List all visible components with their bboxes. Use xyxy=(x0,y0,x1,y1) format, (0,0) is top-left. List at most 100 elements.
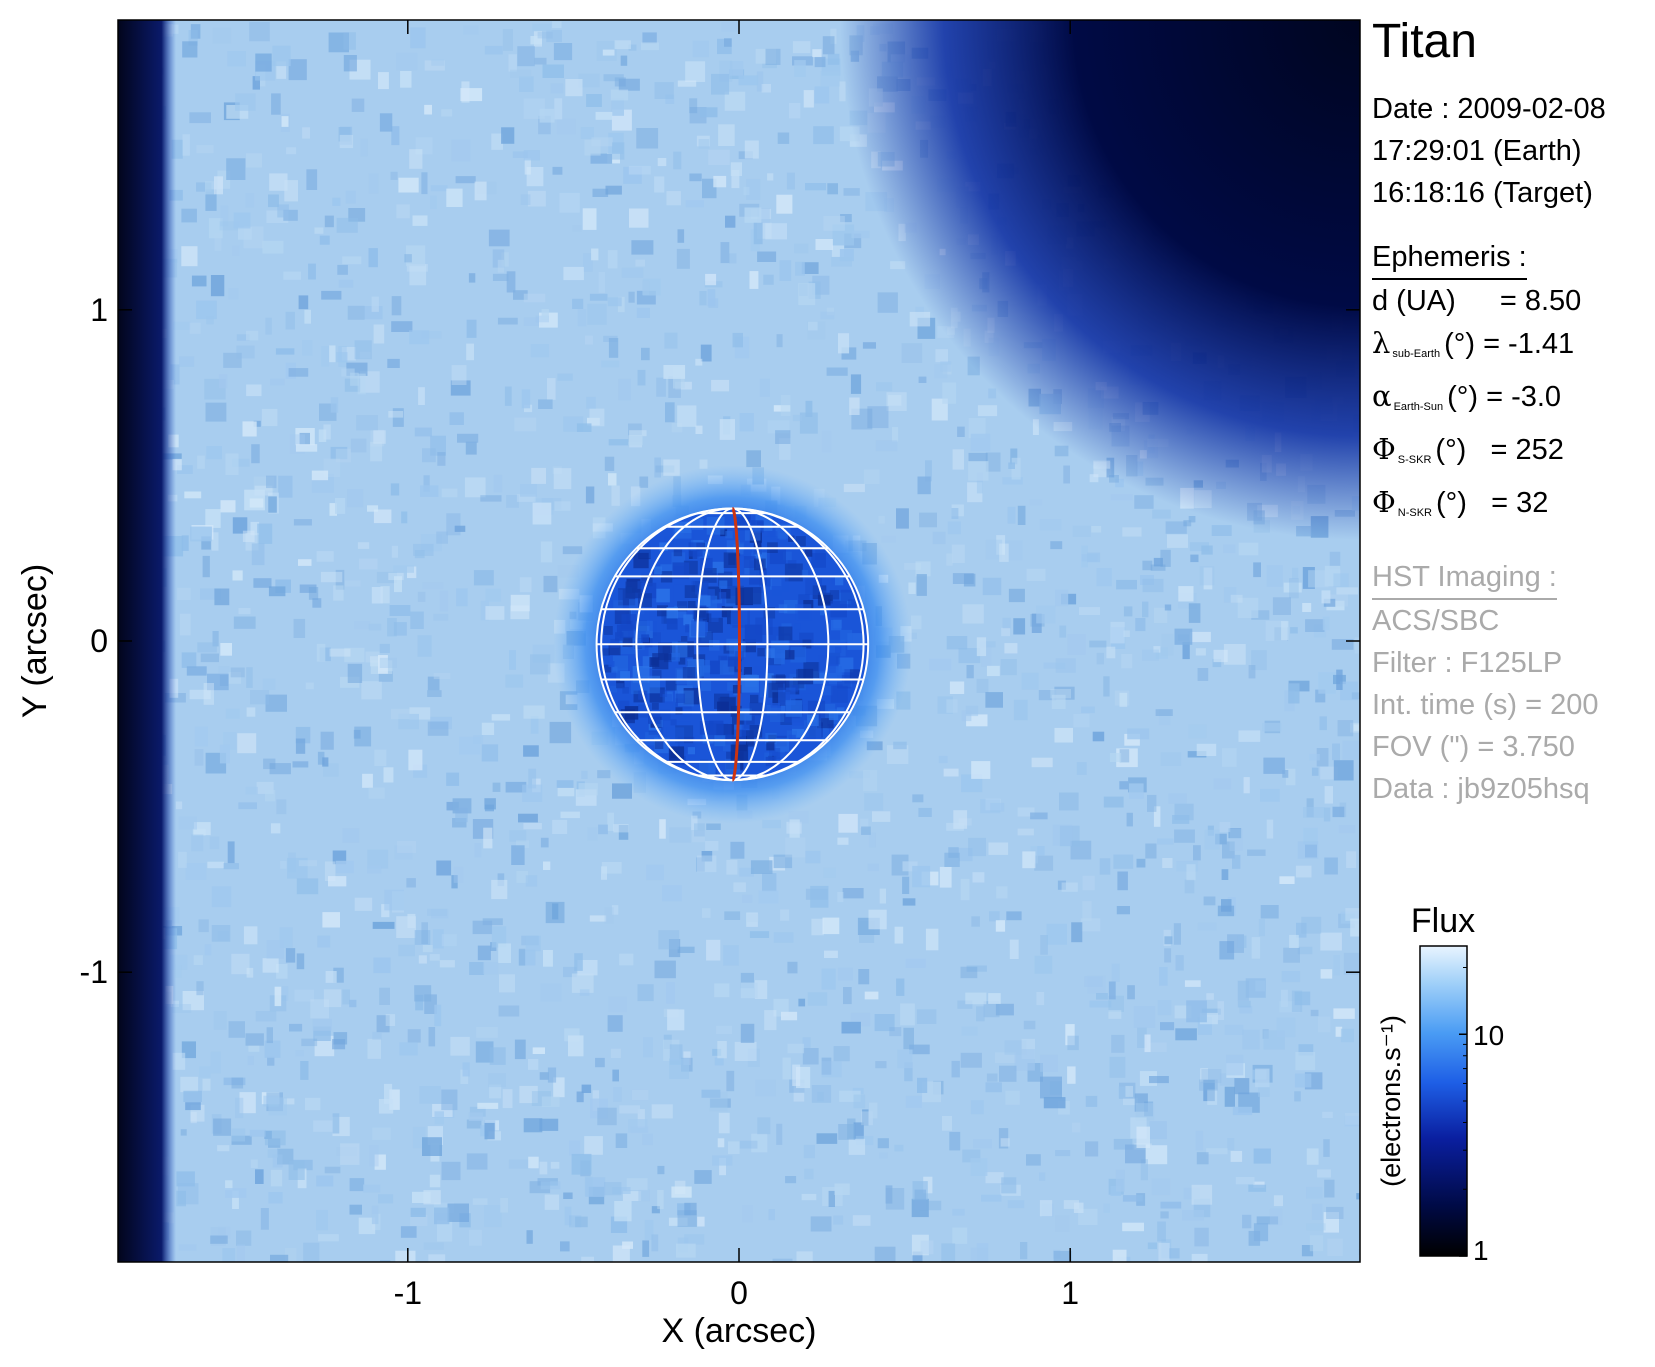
disk-patch xyxy=(770,703,780,713)
colorbar-units-label: (electrons.s⁻¹) xyxy=(1376,1015,1406,1187)
disk-patch xyxy=(603,664,612,673)
info-panel: Titan Date : 2009-02-08 17:29:01 (Earth)… xyxy=(1372,14,1652,810)
disk-patch xyxy=(718,592,727,600)
colorbar-tick-label: 10 xyxy=(1473,1020,1504,1051)
disk-patch xyxy=(831,619,842,631)
disk-patch xyxy=(830,685,848,703)
longitude-line xyxy=(732,507,830,782)
disk-patch xyxy=(727,682,736,691)
longitude-line xyxy=(600,507,733,782)
disk-patch xyxy=(651,702,659,710)
disk-patch xyxy=(670,719,677,726)
imaging-instrument: ACS/SBC xyxy=(1372,605,1500,637)
y-tick-label: -1 xyxy=(80,954,108,990)
disk-patch xyxy=(675,693,685,703)
earth-time: 17:29:01 (Earth) xyxy=(1372,135,1582,167)
lambda-symbol: λ xyxy=(1372,326,1391,360)
disk-patch xyxy=(837,690,854,707)
x-tick-label: 1 xyxy=(1061,1275,1079,1311)
disk-patch xyxy=(612,655,628,671)
target-name: Titan xyxy=(1372,15,1477,68)
disk-patch xyxy=(774,653,785,665)
disk-patch xyxy=(750,694,759,704)
disk-patch xyxy=(788,734,796,742)
disk-patch xyxy=(835,646,842,653)
disk-patch xyxy=(662,646,670,654)
colorbar-scale xyxy=(1419,945,1468,1257)
disk-patch xyxy=(744,624,763,643)
disk-patch xyxy=(637,580,646,589)
disk-patch xyxy=(785,650,795,660)
x-axis: -1 0 1 xyxy=(394,20,1079,1311)
disk-patch xyxy=(686,676,698,688)
disk-patch xyxy=(732,685,742,694)
disk-patch xyxy=(675,721,692,738)
disk-patch xyxy=(723,552,740,568)
disk-patch xyxy=(713,518,725,529)
disk-patch xyxy=(678,657,686,665)
disk-patch xyxy=(749,702,763,716)
disk-patch xyxy=(795,536,806,547)
disk-patch xyxy=(670,751,678,758)
disk-patch xyxy=(622,636,633,647)
disk-patch xyxy=(616,680,625,689)
disk-patch xyxy=(775,738,790,752)
disk-patch xyxy=(768,734,777,743)
disk-patch xyxy=(608,661,615,668)
disk-patch xyxy=(625,586,632,594)
disk-patch xyxy=(766,742,775,751)
ephemeris-lambda: λ sub-Earth (°) = -1.41 xyxy=(1372,322,1652,375)
disk-patch xyxy=(757,648,766,657)
disk-patch xyxy=(779,532,787,540)
disk-patch xyxy=(741,675,759,693)
disk-patch xyxy=(803,662,820,678)
imaging-filter: Filter : F125LP xyxy=(1372,647,1563,679)
disk-patch xyxy=(659,542,668,551)
disk-patch xyxy=(652,670,662,680)
phi-n-subscript: N-SKR xyxy=(1397,507,1433,519)
disk-patch xyxy=(727,656,738,667)
longitude-line xyxy=(696,507,733,782)
disk-patch xyxy=(771,586,782,597)
longitude-line xyxy=(732,507,865,782)
disk-patch xyxy=(725,530,733,539)
disk-patch xyxy=(691,518,704,530)
disk-patch xyxy=(688,542,703,557)
disk-patch xyxy=(618,700,630,712)
disk-patch xyxy=(633,552,649,569)
disk-patch xyxy=(764,752,773,761)
disk-patch xyxy=(649,632,661,644)
disk-patch xyxy=(743,667,752,676)
disk-patch xyxy=(738,654,746,662)
disk-patch xyxy=(611,666,618,673)
ephemeris-phi-n: Φ N-SKR (°) = 32 xyxy=(1372,481,1652,534)
disk-patch xyxy=(744,587,762,605)
disk-patch xyxy=(610,685,617,693)
disk-patch xyxy=(700,557,713,571)
y-axis-label: Y (arcsec) xyxy=(16,564,54,718)
disk-patch xyxy=(811,553,826,568)
disk-patch xyxy=(759,574,771,587)
disk-patch xyxy=(829,590,840,600)
disk-patch xyxy=(717,701,729,714)
disk-patch xyxy=(682,667,696,680)
disk-patch xyxy=(625,581,643,599)
disk-patch xyxy=(652,653,669,670)
disk-patch xyxy=(785,700,803,717)
disk-patch xyxy=(610,683,624,697)
disk-patch xyxy=(826,666,842,682)
lambda-value: (°) = -1.41 xyxy=(1444,328,1575,360)
disk-patch xyxy=(666,618,678,630)
disk-patch xyxy=(691,620,707,637)
y-axis: -1 0 1 xyxy=(80,292,1360,990)
disk-patch xyxy=(835,577,844,586)
ephemeris-distance: d (UA) = 8.50 xyxy=(1372,280,1652,322)
disk-patch xyxy=(671,652,680,662)
disk-patch xyxy=(708,612,719,622)
disk-patch xyxy=(783,551,792,561)
colorbar: Flux 1 10 (electrons.s⁻¹) xyxy=(1376,902,1504,1266)
disk-patch xyxy=(726,585,744,604)
disk-patch xyxy=(815,549,826,560)
x-tick-label: 0 xyxy=(730,1275,748,1311)
